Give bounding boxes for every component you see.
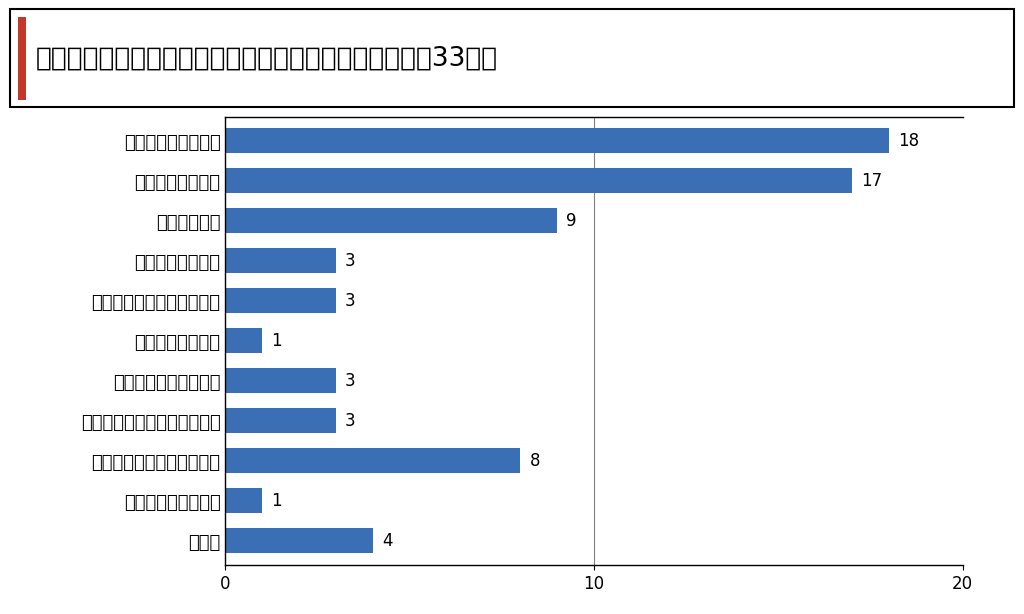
Text: 1: 1 bbox=[271, 332, 282, 350]
Text: 3: 3 bbox=[345, 292, 355, 309]
Text: 18: 18 bbox=[898, 131, 920, 150]
Bar bbox=[225, 408, 336, 433]
Bar bbox=[225, 328, 262, 353]
Bar bbox=[225, 368, 336, 393]
Bar bbox=[225, 248, 336, 273]
Text: 8: 8 bbox=[529, 452, 540, 470]
Bar bbox=[225, 448, 520, 473]
Bar bbox=[225, 489, 262, 513]
Bar bbox=[225, 128, 889, 153]
Text: 3: 3 bbox=[345, 252, 355, 270]
Text: 17: 17 bbox=[861, 172, 883, 190]
Text: 3: 3 bbox=[345, 412, 355, 430]
Bar bbox=[18, 17, 27, 99]
Text: 移乗支援機器（非装着）導入３ヶ月後のアンケート（計33名）: 移乗支援機器（非装着）導入３ヶ月後のアンケート（計33名） bbox=[35, 45, 498, 71]
Text: 1: 1 bbox=[271, 492, 282, 510]
Bar bbox=[225, 289, 336, 313]
Text: 4: 4 bbox=[382, 532, 392, 550]
Bar bbox=[225, 529, 373, 553]
Bar bbox=[225, 168, 852, 193]
Bar bbox=[225, 208, 557, 233]
Text: 3: 3 bbox=[345, 372, 355, 390]
Text: 9: 9 bbox=[566, 212, 577, 230]
